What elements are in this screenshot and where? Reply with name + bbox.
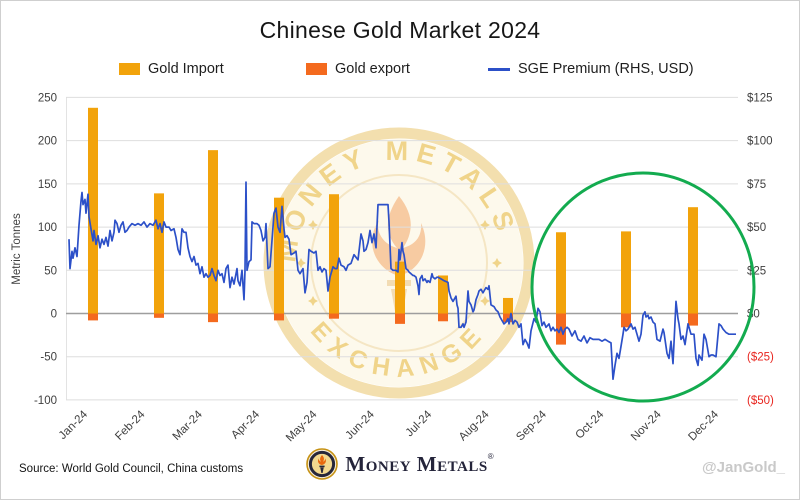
legend-label: Gold Import (148, 61, 224, 77)
sge-premium-line (68, 181, 736, 381)
x-tick-label: Apr-24 (229, 408, 262, 441)
x-tick-label: Dec-24 (686, 408, 721, 443)
gold-export-bar (329, 313, 339, 319)
gold-export-bar (503, 313, 513, 323)
gold-import-bar (438, 275, 448, 314)
gold-export-bar (274, 313, 284, 321)
gold-import-bar (503, 297, 513, 314)
x-tick-label: Jun-24 (344, 408, 378, 442)
gold-import-bar (395, 261, 405, 314)
gold-import-bar (208, 150, 218, 314)
legend-item-gold-export: Gold export (306, 61, 410, 77)
gold-export-bar (621, 313, 631, 328)
legend-item-sge-premium: SGE Premium (RHS, USD) (488, 61, 694, 77)
gold-import-bar (154, 193, 164, 314)
y-tick-right: $50 (747, 222, 766, 234)
y-tick-left: -100 (34, 395, 57, 407)
y-tick-right: $100 (747, 136, 773, 148)
money-metals-badge-icon (306, 448, 339, 480)
gold-import-bar (621, 231, 631, 314)
legend-item-gold-import: Gold Import (119, 61, 224, 77)
brand-text: Money Metals (345, 451, 488, 476)
watermark-handle: @JanGold_ (702, 459, 785, 476)
y-tick-left: 250 (38, 92, 57, 104)
legend-label: Gold export (335, 61, 410, 77)
gold-export-bar (154, 313, 164, 318)
x-tick-label: May-24 (284, 408, 320, 444)
source-note: Source: World Gold Council, China custom… (19, 463, 244, 475)
x-tick-label: Sep-24 (514, 408, 549, 443)
gold-export-swatch-icon (306, 63, 327, 75)
y-tick-left: 150 (38, 179, 57, 191)
y-tick-right: ($50) (747, 395, 774, 407)
gold-import-bar (88, 107, 98, 314)
x-tick-label: Feb-24 (113, 408, 148, 443)
y-tick-right: $125 (747, 92, 773, 104)
chart-title: Chinese Gold Market 2024 (259, 17, 541, 43)
highlight-ellipse (530, 171, 756, 403)
bars (88, 107, 698, 345)
highlight-circle (530, 171, 756, 403)
sge-premium-polyline (68, 181, 736, 381)
x-tick-label: Nov-24 (629, 408, 664, 443)
y-tick-right: $75 (747, 179, 766, 191)
gold-import-bar (329, 194, 339, 314)
x-tick-label: Jan-24 (57, 408, 91, 442)
gold-export-bar (438, 313, 448, 322)
x-tick-label: Aug-24 (457, 408, 492, 443)
y-tick-right: ($25) (747, 352, 774, 364)
y-tick-right: $25 (747, 265, 766, 277)
gold-import-bar (688, 207, 698, 314)
legend-label: SGE Premium (RHS, USD) (518, 61, 694, 77)
y-tick-left: 50 (44, 265, 57, 277)
gold-export-bar (395, 313, 405, 324)
x-tick-label: Mar-24 (171, 408, 206, 443)
y-tick-left: 100 (38, 222, 57, 234)
gold-export-bar (688, 313, 698, 326)
money-metals-logo: Money Metals® (1, 448, 799, 480)
left-axis-title: Metric Tonnes (11, 213, 23, 285)
y-tick-left: 0 (51, 309, 57, 321)
y-tick-left: 200 (38, 136, 57, 148)
gold-export-bar (208, 313, 218, 323)
y-tick-left: -50 (40, 352, 57, 364)
gold-import-swatch-icon (119, 63, 140, 75)
sge-premium-line-swatch-icon (488, 67, 510, 71)
trademark-symbol: ® (487, 451, 494, 461)
gold-export-bar (88, 313, 98, 321)
x-tick-label: Oct-24 (573, 408, 606, 441)
gold-import-bar (556, 232, 566, 314)
gold-import-bar (274, 197, 284, 314)
x-tick-label: Jul-24 (404, 408, 435, 439)
